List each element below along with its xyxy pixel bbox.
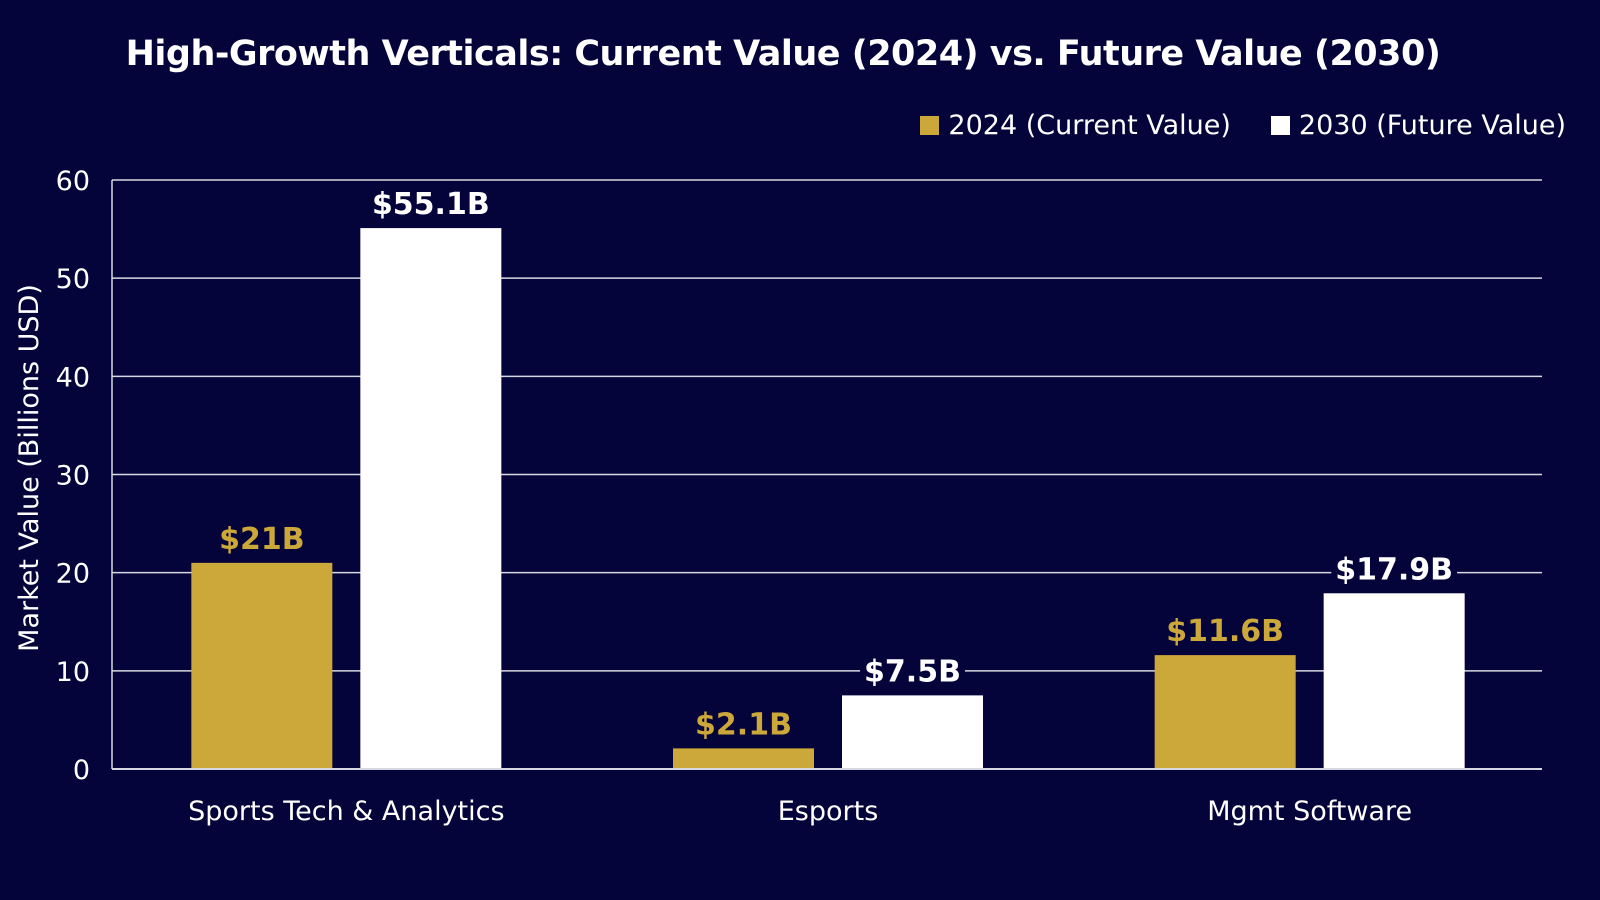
data-labels: $21B $55.1B $2.1B $7.5B $11.6B $17.9B — [215, 184, 1458, 743]
data-label-bg — [1162, 611, 1289, 650]
gridlines — [112, 179, 1542, 672]
axes — [111, 180, 1542, 770]
y-tick-label: 20 — [56, 559, 90, 590]
y-tick-label: 40 — [56, 362, 90, 393]
data-label-bg — [367, 184, 494, 223]
data-label-bg — [1331, 549, 1458, 588]
legend: 2024 (Current Value) 2030 (Future Value) — [920, 110, 1566, 141]
bar-2030-0 — [360, 228, 502, 769]
data-label: $2.1B — [695, 707, 792, 742]
data-label: $17.9B — [1335, 552, 1453, 587]
x-axis-labels: Sports Tech & Analytics Esports Mgmt Softw… — [188, 796, 1412, 827]
x-tick-label: Mgmt Software — [1207, 796, 1412, 827]
legend-swatch-2030 — [1270, 116, 1290, 135]
legend-item-2030: 2030 (Future Value) — [1270, 110, 1566, 141]
y-tick-label: 30 — [56, 461, 90, 492]
y-axis-ticks: 0 10 20 30 40 50 60 — [56, 166, 90, 786]
legend-label-2030: 2030 (Future Value) — [1298, 110, 1566, 141]
x-tick-label: Sports Tech & Analytics — [188, 796, 504, 827]
bar-2030-1 — [842, 695, 983, 769]
x-tick-label: Esports — [778, 796, 879, 827]
bar-2030-2 — [1323, 593, 1465, 769]
y-tick-label: 50 — [56, 264, 90, 295]
data-label: $11.6B — [1166, 614, 1284, 649]
legend-item-2024: 2024 (Current Value) — [920, 110, 1231, 141]
data-label-bg — [860, 651, 965, 690]
bar-2024-0 — [191, 562, 333, 769]
legend-label-2024: 2024 (Current Value) — [948, 110, 1231, 141]
y-tick-label: 0 — [73, 755, 90, 786]
data-label: $21B — [219, 522, 305, 557]
data-label: $7.5B — [864, 654, 961, 689]
bar-2024-1 — [673, 748, 814, 769]
bars — [191, 228, 1465, 769]
y-axis-label: Market Value (Billions USD) — [14, 284, 45, 652]
y-tick-label: 10 — [56, 657, 90, 688]
y-tick-label: 60 — [56, 166, 90, 197]
data-label: $55.1B — [372, 187, 490, 222]
data-label-bg — [691, 704, 796, 743]
legend-swatch-2024 — [920, 116, 940, 135]
chart-title: High-Growth Verticals: Current Value (20… — [125, 34, 1441, 74]
data-label-bg — [215, 518, 309, 557]
bar-2024-2 — [1154, 655, 1296, 769]
